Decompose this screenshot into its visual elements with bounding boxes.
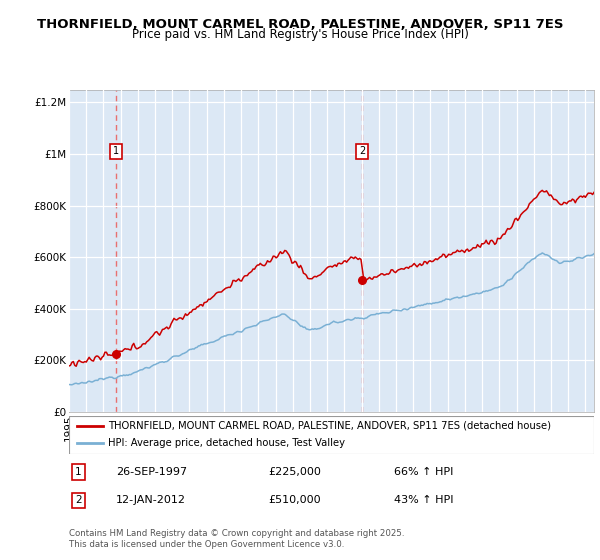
Bar [116, 90, 362, 412]
Text: HPI: Average price, detached house, Test Valley: HPI: Average price, detached house, Test… [109, 438, 346, 449]
FancyBboxPatch shape [69, 416, 594, 454]
Text: 43% ↑ HPI: 43% ↑ HPI [395, 496, 454, 506]
Text: Contains HM Land Registry data © Crown copyright and database right 2025.
This d: Contains HM Land Registry data © Crown c… [69, 529, 404, 549]
Text: THORNFIELD, MOUNT CARMEL ROAD, PALESTINE, ANDOVER, SP11 7ES: THORNFIELD, MOUNT CARMEL ROAD, PALESTINE… [37, 18, 563, 31]
Text: 2: 2 [75, 496, 82, 506]
Text: 1: 1 [113, 146, 119, 156]
Text: £225,000: £225,000 [269, 467, 322, 477]
Text: 66% ↑ HPI: 66% ↑ HPI [395, 467, 454, 477]
Text: Price paid vs. HM Land Registry's House Price Index (HPI): Price paid vs. HM Land Registry's House … [131, 28, 469, 41]
Text: 12-JAN-2012: 12-JAN-2012 [116, 496, 186, 506]
Text: 1: 1 [75, 467, 82, 477]
Text: THORNFIELD, MOUNT CARMEL ROAD, PALESTINE, ANDOVER, SP11 7ES (detached house): THORNFIELD, MOUNT CARMEL ROAD, PALESTINE… [109, 421, 551, 431]
Text: 26-SEP-1997: 26-SEP-1997 [116, 467, 187, 477]
Text: £510,000: £510,000 [269, 496, 321, 506]
Text: 2: 2 [359, 146, 365, 156]
